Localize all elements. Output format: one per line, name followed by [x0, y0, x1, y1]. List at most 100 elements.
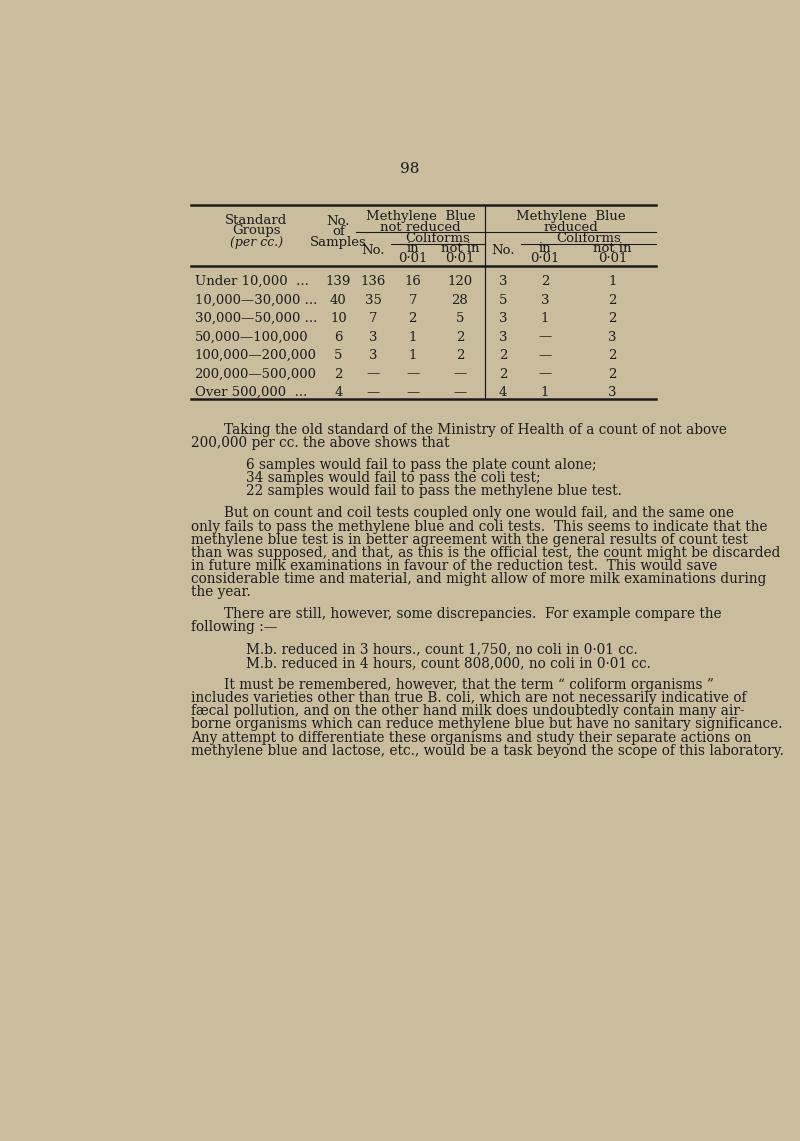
Text: 3: 3	[541, 293, 549, 307]
Text: —: —	[538, 349, 551, 362]
Text: 3: 3	[609, 331, 617, 343]
Text: methylene blue test is in better agreement with the general results of count tes: methylene blue test is in better agreeme…	[191, 533, 748, 547]
Text: following :—: following :—	[191, 621, 278, 634]
Text: 5: 5	[334, 349, 342, 362]
Text: 0·01: 0·01	[530, 252, 559, 265]
Text: 3: 3	[609, 386, 617, 399]
Text: Standard: Standard	[225, 213, 287, 227]
Text: 120: 120	[447, 275, 473, 289]
Text: methylene blue and lactose, etc., would be a task beyond the scope of this labor: methylene blue and lactose, etc., would …	[191, 744, 784, 758]
Text: —: —	[454, 386, 466, 399]
Text: Over 500,000  ...: Over 500,000 ...	[194, 386, 307, 399]
Text: 10: 10	[330, 313, 346, 325]
Text: 6: 6	[334, 331, 342, 343]
Text: 30,000—50,000 ...: 30,000—50,000 ...	[194, 313, 317, 325]
Text: 7: 7	[369, 313, 378, 325]
Text: in: in	[538, 242, 551, 256]
Text: 1: 1	[541, 386, 549, 399]
Text: 4: 4	[499, 386, 507, 399]
Text: 5: 5	[499, 293, 507, 307]
Text: —: —	[366, 367, 380, 381]
Text: 7: 7	[409, 293, 417, 307]
Text: No.: No.	[326, 216, 350, 228]
Text: 6 samples would fail to pass the plate count alone;: 6 samples would fail to pass the plate c…	[246, 458, 596, 472]
Text: It must be remembered, however, that the term “ coliform organisms ”: It must be remembered, however, that the…	[224, 678, 714, 693]
Text: than was supposed, and that, as this is the official test, the count might be di: than was supposed, and that, as this is …	[191, 545, 781, 560]
Text: 0·01: 0·01	[598, 252, 627, 265]
Text: —: —	[538, 367, 551, 381]
Text: 2: 2	[499, 349, 507, 362]
Text: Samples: Samples	[310, 236, 366, 249]
Text: only fails to pass the methylene blue and coli tests.  This seems to indicate th: only fails to pass the methylene blue an…	[191, 519, 768, 534]
Text: 40: 40	[330, 293, 346, 307]
Text: not in: not in	[594, 242, 632, 256]
Text: 10,000—30,000 ...: 10,000—30,000 ...	[194, 293, 317, 307]
Text: 200,000—500,000: 200,000—500,000	[194, 367, 317, 381]
Text: considerable time and material, and might allow of more milk examinations during: considerable time and material, and migh…	[191, 572, 767, 585]
Text: not reduced: not reduced	[380, 220, 461, 234]
Text: 2: 2	[499, 367, 507, 381]
Text: 5: 5	[456, 313, 464, 325]
Text: 34 samples would fail to pass the coli test;: 34 samples would fail to pass the coli t…	[246, 471, 540, 485]
Text: not in: not in	[441, 242, 479, 256]
Text: 35: 35	[365, 293, 382, 307]
Text: M.b. reduced in 3 hours., count 1,750, no coli in 0·01 cc.: M.b. reduced in 3 hours., count 1,750, n…	[246, 642, 638, 657]
Text: There are still, however, some discrepancies.  For example compare the: There are still, however, some discrepan…	[224, 607, 722, 622]
Text: 2: 2	[409, 313, 417, 325]
Text: 2: 2	[609, 349, 617, 362]
Text: (per cc.): (per cc.)	[230, 236, 282, 249]
Text: —: —	[538, 331, 551, 343]
Text: 136: 136	[361, 275, 386, 289]
Text: 3: 3	[369, 349, 378, 362]
Text: —: —	[406, 386, 419, 399]
Text: borne organisms which can reduce methylene blue but have no sanitary significanc: borne organisms which can reduce methyle…	[191, 718, 783, 731]
Text: 0·01: 0·01	[446, 252, 474, 265]
Text: 1: 1	[409, 331, 417, 343]
Text: 16: 16	[404, 275, 421, 289]
Text: Groups: Groups	[232, 225, 281, 237]
Text: 50,000—100,000: 50,000—100,000	[194, 331, 308, 343]
Text: 2: 2	[334, 367, 342, 381]
Text: Coliforms: Coliforms	[406, 232, 470, 245]
Text: 98: 98	[400, 162, 420, 176]
Text: the year.: the year.	[191, 585, 251, 599]
Text: 22 samples would fail to pass the methylene blue test.: 22 samples would fail to pass the methyl…	[246, 484, 622, 499]
Text: Methylene  Blue: Methylene Blue	[366, 210, 475, 222]
Text: 1: 1	[541, 313, 549, 325]
Text: —: —	[366, 386, 380, 399]
Text: of: of	[332, 225, 345, 238]
Text: Coliforms: Coliforms	[556, 232, 621, 245]
Text: reduced: reduced	[543, 220, 598, 234]
Text: 200,000 per cc. the above shows that: 200,000 per cc. the above shows that	[191, 436, 450, 450]
Text: 100,000—200,000: 100,000—200,000	[194, 349, 317, 362]
Text: M.b. reduced in 4 hours, count 808,000, no coli in 0·01 cc.: M.b. reduced in 4 hours, count 808,000, …	[246, 656, 650, 670]
Text: 3: 3	[498, 313, 507, 325]
Text: 1: 1	[409, 349, 417, 362]
Text: Taking the old standard of the Ministry of Health of a count of not above: Taking the old standard of the Ministry …	[224, 422, 727, 437]
Text: Under 10,000  ...: Under 10,000 ...	[194, 275, 309, 289]
Text: —: —	[406, 367, 419, 381]
Text: 3: 3	[498, 275, 507, 289]
Text: 3: 3	[369, 331, 378, 343]
Text: 28: 28	[452, 293, 468, 307]
Text: 0·01: 0·01	[398, 252, 427, 265]
Text: 2: 2	[456, 331, 464, 343]
Text: 2: 2	[609, 367, 617, 381]
Text: 3: 3	[498, 331, 507, 343]
Text: in future milk examinations in favour of the reduction test.  This would save: in future milk examinations in favour of…	[191, 559, 718, 573]
Text: fæcal pollution, and on the other hand milk does undoubtedly contain many air-: fæcal pollution, and on the other hand m…	[191, 704, 745, 719]
Text: No.: No.	[362, 244, 385, 258]
Text: in: in	[406, 242, 419, 256]
Text: Methylene  Blue: Methylene Blue	[516, 210, 626, 222]
Text: No.: No.	[491, 244, 514, 258]
Text: 1: 1	[609, 275, 617, 289]
Text: 2: 2	[456, 349, 464, 362]
Text: includes varieties other than true B. coli, which are not necessarily indicative: includes varieties other than true B. co…	[191, 691, 747, 705]
Text: 139: 139	[326, 275, 351, 289]
Text: Any attempt to differentiate these organisms and study their separate actions on: Any attempt to differentiate these organ…	[191, 730, 752, 745]
Text: 2: 2	[541, 275, 549, 289]
Text: 2: 2	[609, 313, 617, 325]
Text: 2: 2	[609, 293, 617, 307]
Text: 4: 4	[334, 386, 342, 399]
Text: But on count and coil tests coupled only one would fail, and the same one: But on count and coil tests coupled only…	[224, 507, 734, 520]
